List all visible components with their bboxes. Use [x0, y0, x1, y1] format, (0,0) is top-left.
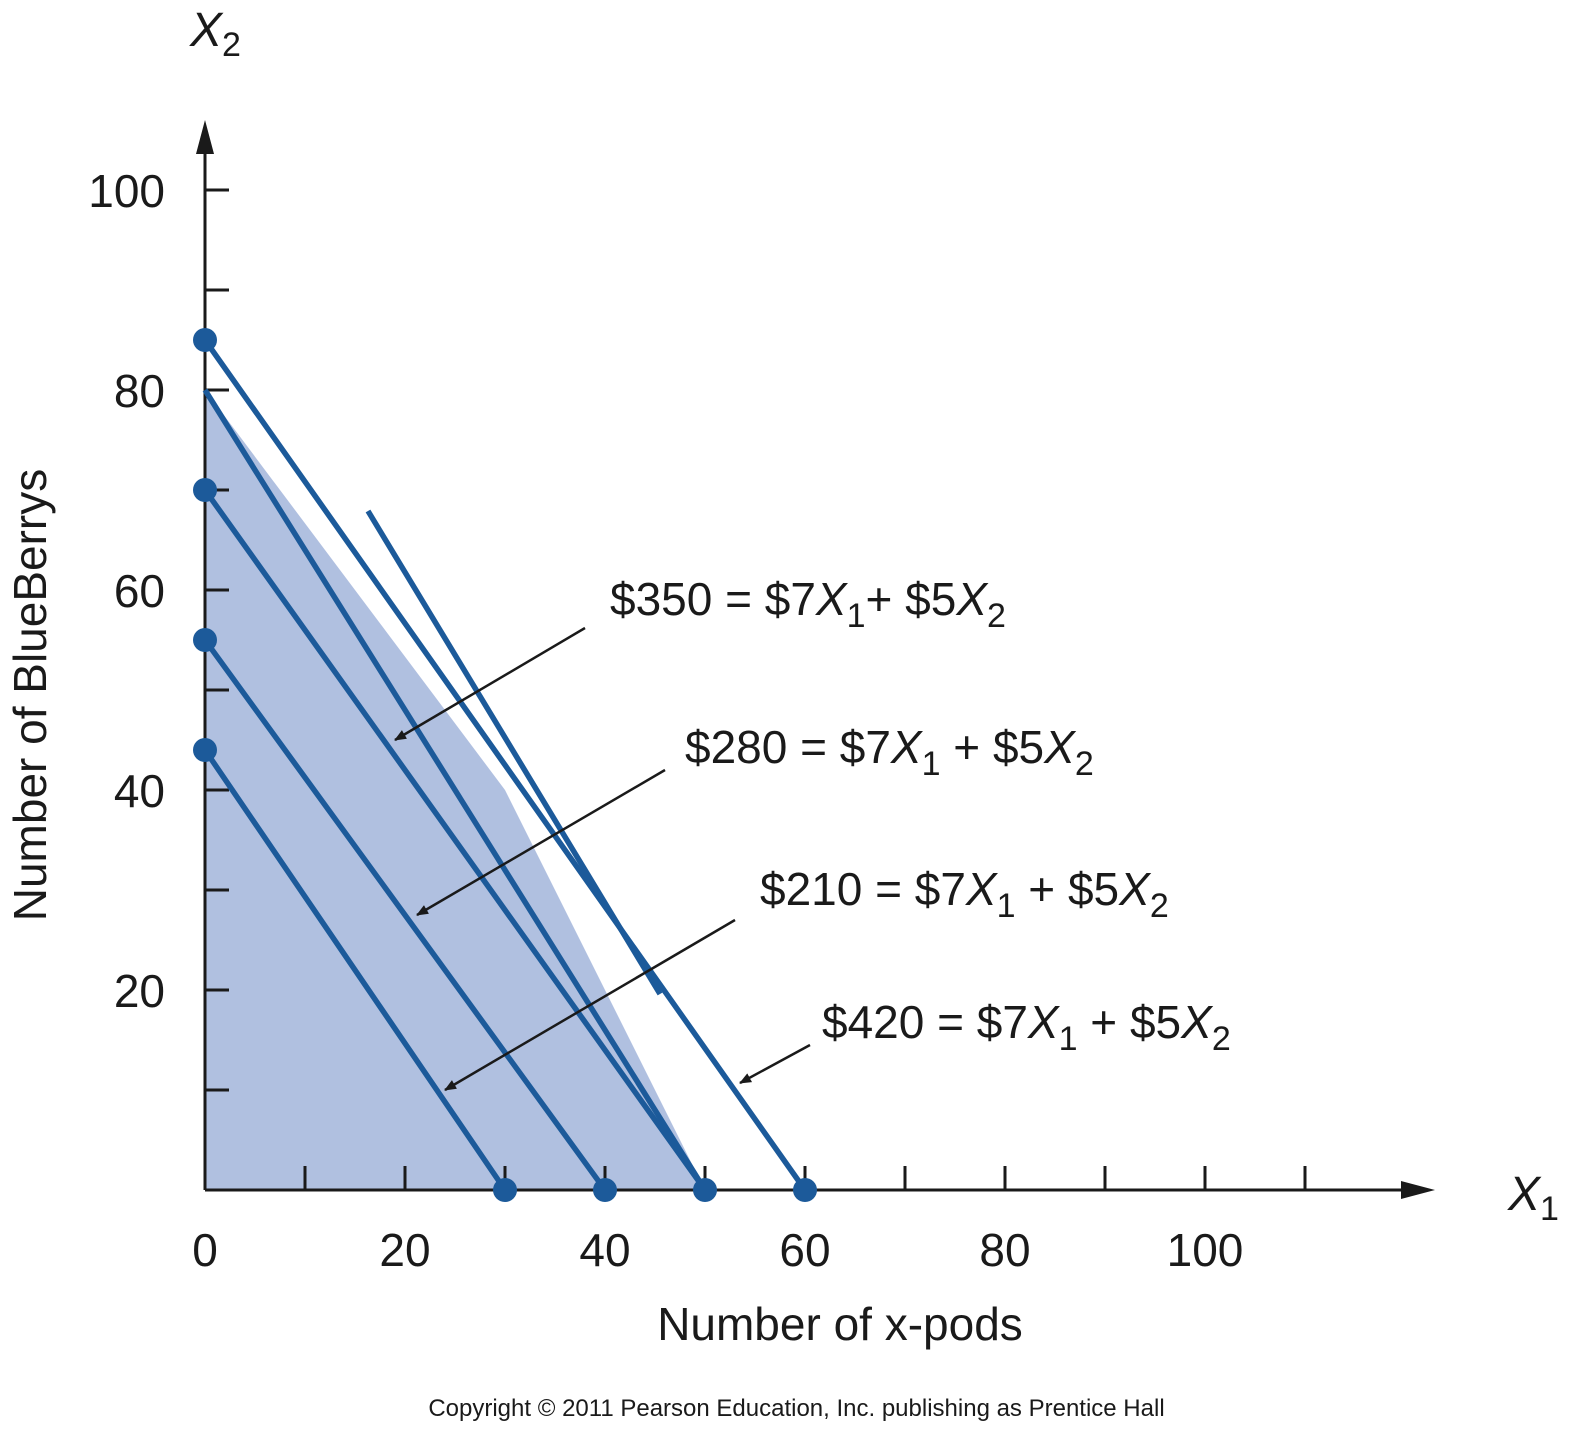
ann-280-arrow [416, 768, 666, 917]
y-axis-variable: X2 [189, 4, 241, 64]
line-endpoint [593, 1178, 617, 1202]
chart: 0 20 40 60 80 100 20 40 60 80 100 Number of x-pods N… [4, 4, 1559, 1350]
copyright-notice: Copyright © 2011 Pearson Education, Inc.… [428, 1395, 1165, 1422]
y-tick-label: 80 [114, 365, 165, 417]
isoprofit-line-3 [202, 487, 708, 1193]
line-endpoint [693, 1178, 717, 1202]
x-tick-label: 0 [192, 1224, 218, 1276]
line-endpoint [493, 1178, 517, 1202]
isoprofit-line-2 [202, 637, 608, 1193]
isoprofit-line-1 [202, 747, 508, 1193]
ann-350-label: $350 = $7X1+ $5X2 [610, 573, 1006, 635]
y-axis-arrowhead [196, 120, 214, 154]
line-endpoint [793, 1178, 817, 1202]
x-tick-label: 40 [579, 1224, 630, 1276]
x-tick-label: 100 [1167, 1224, 1244, 1276]
y-tick-label: 20 [114, 965, 165, 1017]
line-endpoint [193, 478, 217, 502]
x-axis-arrowhead [1401, 1181, 1435, 1199]
y-axis-title: Number of BlueBerrys [4, 469, 56, 922]
ann-210-arrow [444, 918, 736, 1092]
ann-210-label: $210 = $7X1 + $5X2 [760, 863, 1169, 925]
x-tick-label: 60 [779, 1224, 830, 1276]
ann-420-label: $420 = $7X1 + $5X2 [822, 996, 1231, 1058]
x-axis-title: Number of x-pods [657, 1298, 1023, 1350]
line-endpoint [193, 738, 217, 762]
isoprofit-line-4 [202, 337, 808, 1193]
line-endpoint [193, 328, 217, 352]
x-axis-variable: X1 [1507, 1168, 1559, 1228]
x-tick-label: 20 [379, 1224, 430, 1276]
ann-350-arrow [394, 626, 586, 742]
ann-420-arrow [739, 1043, 811, 1085]
y-tick-label: 60 [114, 565, 165, 617]
line-endpoint [193, 628, 217, 652]
y-tick-label: 40 [114, 765, 165, 817]
x-tick-label: 80 [979, 1224, 1030, 1276]
constraint-line-1 [202, 388, 708, 1192]
y-tick-label: 100 [88, 165, 165, 217]
ann-280-label: $280 = $7X1 + $5X2 [685, 721, 1094, 783]
